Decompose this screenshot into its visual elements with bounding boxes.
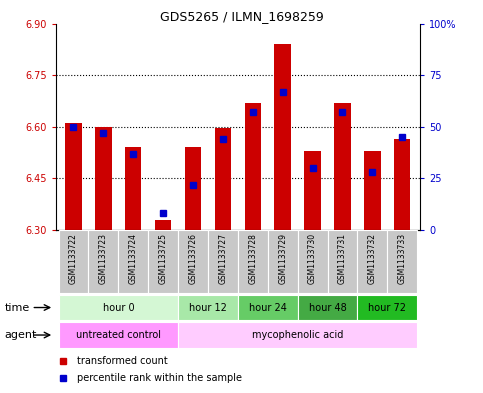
Text: GSM1133727: GSM1133727 xyxy=(218,233,227,284)
Bar xyxy=(327,230,357,293)
Bar xyxy=(58,295,178,320)
Text: hour 24: hour 24 xyxy=(249,303,287,312)
Bar xyxy=(148,230,178,293)
Bar xyxy=(394,139,411,230)
Text: mycophenolic acid: mycophenolic acid xyxy=(252,330,343,340)
Bar xyxy=(304,151,321,230)
Bar xyxy=(268,230,298,293)
Bar xyxy=(364,151,381,230)
Text: transformed count: transformed count xyxy=(77,356,168,366)
Bar xyxy=(65,123,82,230)
Text: GSM1133730: GSM1133730 xyxy=(308,233,317,284)
Bar xyxy=(185,147,201,230)
Text: GSM1133728: GSM1133728 xyxy=(248,233,257,284)
Bar xyxy=(178,295,238,320)
Bar xyxy=(357,230,387,293)
Text: GSM1133722: GSM1133722 xyxy=(69,233,78,284)
Bar xyxy=(95,127,112,230)
Bar xyxy=(274,44,291,230)
Bar xyxy=(298,230,327,293)
Bar xyxy=(334,103,351,230)
Text: agent: agent xyxy=(5,330,37,340)
Bar xyxy=(118,230,148,293)
Bar xyxy=(357,295,417,320)
Bar xyxy=(58,230,88,293)
Text: GSM1133729: GSM1133729 xyxy=(278,233,287,284)
Bar xyxy=(208,230,238,293)
Text: untreated control: untreated control xyxy=(76,330,161,340)
Bar xyxy=(178,322,417,348)
Text: GDS5265 / ILMN_1698259: GDS5265 / ILMN_1698259 xyxy=(159,10,324,23)
Bar xyxy=(215,129,231,230)
Text: hour 12: hour 12 xyxy=(189,303,227,312)
Bar xyxy=(178,230,208,293)
Bar xyxy=(298,295,357,320)
Bar xyxy=(387,230,417,293)
Text: percentile rank within the sample: percentile rank within the sample xyxy=(77,373,242,383)
Text: hour 72: hour 72 xyxy=(369,303,406,312)
Text: time: time xyxy=(5,303,30,312)
Bar xyxy=(238,295,298,320)
Text: GSM1133731: GSM1133731 xyxy=(338,233,347,284)
Text: GSM1133724: GSM1133724 xyxy=(129,233,138,284)
Bar xyxy=(244,103,261,230)
Text: GSM1133726: GSM1133726 xyxy=(188,233,198,284)
Text: hour 0: hour 0 xyxy=(102,303,134,312)
Text: GSM1133725: GSM1133725 xyxy=(158,233,168,284)
Bar xyxy=(58,322,178,348)
Text: hour 48: hour 48 xyxy=(309,303,346,312)
Text: GSM1133733: GSM1133733 xyxy=(398,233,407,284)
Bar xyxy=(155,220,171,230)
Bar xyxy=(125,147,142,230)
Bar xyxy=(238,230,268,293)
Text: GSM1133732: GSM1133732 xyxy=(368,233,377,284)
Bar xyxy=(88,230,118,293)
Text: GSM1133723: GSM1133723 xyxy=(99,233,108,284)
